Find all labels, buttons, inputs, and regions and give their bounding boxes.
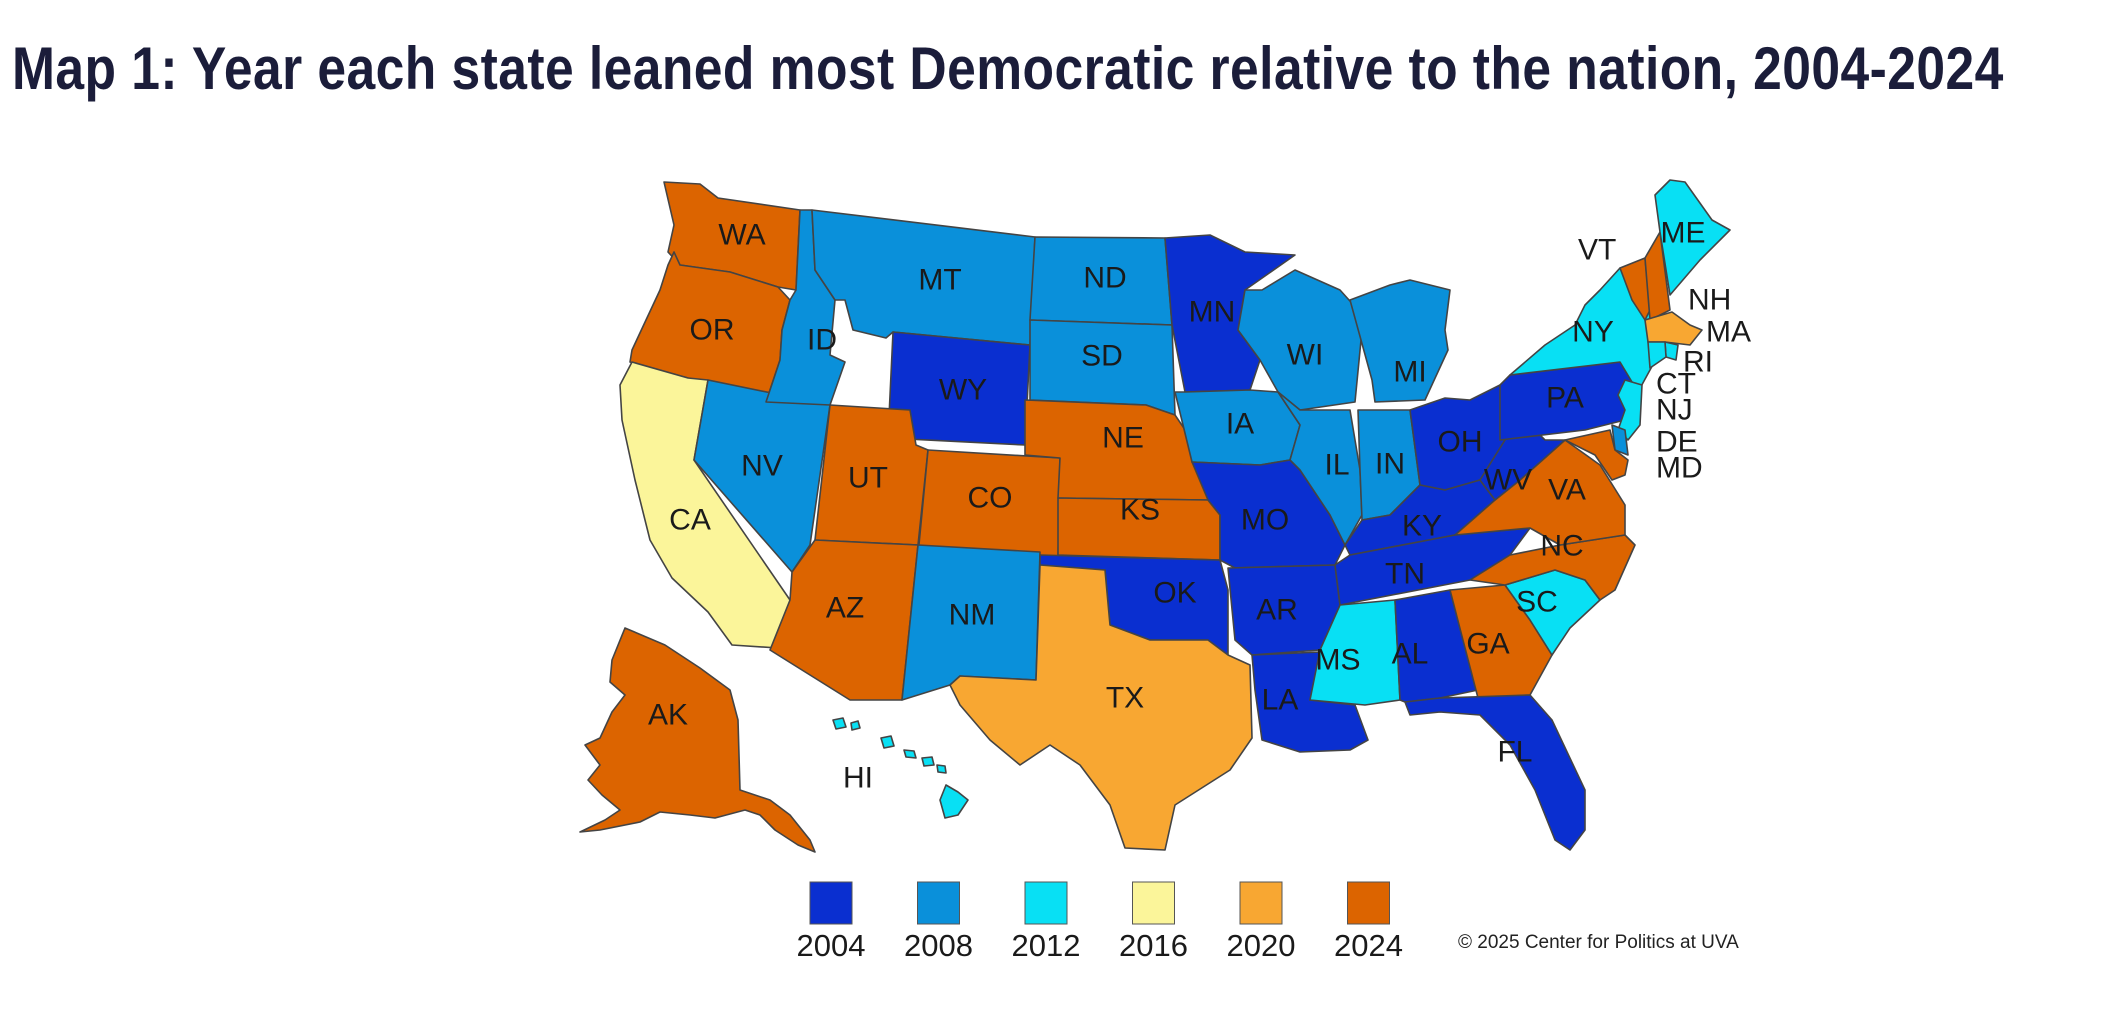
state-label-ne: NE bbox=[1102, 422, 1144, 455]
state-label-or: OR bbox=[690, 314, 735, 347]
state-md bbox=[1564, 429, 1629, 481]
state-label-mn: MN bbox=[1189, 296, 1236, 329]
state-hi bbox=[939, 784, 969, 819]
state-label-tn: TN bbox=[1385, 558, 1425, 591]
state-label-in: IN bbox=[1375, 448, 1405, 481]
state-label-fl: FL bbox=[1497, 736, 1532, 769]
state-hi bbox=[832, 717, 847, 730]
state-label-va: VA bbox=[1548, 474, 1586, 507]
legend-label-2016: 2016 bbox=[1119, 928, 1188, 963]
state-fl bbox=[1404, 694, 1586, 851]
state-tn bbox=[1334, 527, 1531, 606]
state-de bbox=[1611, 424, 1629, 456]
state-label-ar: AR bbox=[1256, 594, 1298, 627]
state-label-nm: NM bbox=[949, 599, 996, 632]
state-label-id: ID bbox=[807, 324, 837, 357]
state-label-al: AL bbox=[1392, 638, 1429, 671]
state-label-nh: NH bbox=[1688, 284, 1731, 317]
state-tx bbox=[949, 564, 1253, 851]
legend-label-2012: 2012 bbox=[1012, 928, 1081, 963]
state-nc bbox=[1469, 534, 1636, 601]
state-label-nd: ND bbox=[1083, 262, 1126, 295]
state-nh bbox=[1644, 231, 1671, 321]
state-label-wi: WI bbox=[1287, 339, 1324, 372]
state-ak bbox=[579, 627, 816, 853]
state-label-mi: MI bbox=[1393, 356, 1426, 389]
state-ct bbox=[1647, 341, 1667, 369]
state-label-ia: IA bbox=[1226, 408, 1254, 441]
state-label-hi: HI bbox=[843, 762, 873, 795]
state-label-ks: KS bbox=[1120, 494, 1160, 527]
state-ma bbox=[1644, 311, 1703, 346]
state-label-md: MD bbox=[1656, 452, 1703, 485]
state-me bbox=[1654, 179, 1731, 296]
legend-label-2004: 2004 bbox=[797, 928, 866, 963]
legend-swatch-2012 bbox=[1024, 881, 1068, 925]
state-label-tx: TX bbox=[1106, 682, 1144, 715]
state-label-az: AZ bbox=[826, 592, 864, 625]
state-label-ri: RI bbox=[1683, 346, 1713, 379]
state-hi bbox=[921, 756, 935, 767]
state-label-nj: NJ bbox=[1656, 394, 1693, 427]
state-label-nc: NC bbox=[1540, 530, 1583, 563]
state-label-ca: CA bbox=[669, 504, 711, 537]
state-label-nv: NV bbox=[741, 450, 783, 483]
state-label-pa: PA bbox=[1546, 382, 1584, 415]
legend-swatch-2020 bbox=[1239, 881, 1283, 925]
state-label-wy: WY bbox=[939, 374, 987, 407]
state-label-co: CO bbox=[968, 482, 1013, 515]
state-label-wv: WV bbox=[1484, 464, 1532, 497]
legend-swatch-2008 bbox=[917, 881, 960, 925]
state-ri bbox=[1664, 341, 1679, 361]
credit-text: © 2025 Center for Politics at UVA bbox=[1458, 932, 1739, 953]
state-label-ct: CT bbox=[1656, 368, 1696, 401]
state-label-ma: MA bbox=[1706, 316, 1751, 349]
state-label-mt: MT bbox=[918, 264, 961, 297]
state-label-la: LA bbox=[1262, 684, 1299, 717]
state-label-ut: UT bbox=[848, 462, 888, 495]
state-label-wa: WA bbox=[718, 219, 765, 252]
state-labels-layer: WA OR CA NV ID MT WY UT AZ CO NM ND SD NE KS OK TX MN IA MO… bbox=[648, 217, 1751, 795]
state-label-me: ME bbox=[1661, 217, 1706, 250]
state-label-sd: SD bbox=[1081, 340, 1123, 373]
states-layer bbox=[579, 179, 1731, 853]
legend-label-2008: 2008 bbox=[904, 928, 973, 963]
state-hi bbox=[880, 735, 895, 749]
legend-label-2020: 2020 bbox=[1227, 928, 1296, 963]
legend-label-2024: 2024 bbox=[1334, 928, 1403, 963]
state-label-oh: OH bbox=[1438, 426, 1483, 459]
state-mo bbox=[1191, 459, 1346, 569]
state-label-ny: NY bbox=[1572, 316, 1614, 349]
state-hi bbox=[850, 720, 861, 731]
state-wi bbox=[1237, 269, 1363, 411]
legend-swatch-2016 bbox=[1132, 881, 1175, 925]
state-hi bbox=[903, 749, 917, 759]
state-label-il: IL bbox=[1324, 449, 1349, 482]
state-hi bbox=[936, 764, 947, 774]
state-label-de: DE bbox=[1656, 426, 1698, 459]
state-mi bbox=[1349, 279, 1451, 403]
legend: 2004 2008 2012 2016 2020 2024 bbox=[797, 881, 1403, 963]
state-vt bbox=[1619, 257, 1651, 321]
state-label-vt: VT bbox=[1578, 234, 1616, 267]
state-label-ok: OK bbox=[1153, 577, 1196, 610]
page-title: Map 1: Year each state leaned most Democ… bbox=[12, 35, 2004, 102]
state-label-ga: GA bbox=[1466, 628, 1509, 661]
state-label-sc: SC bbox=[1516, 586, 1558, 619]
state-label-ky: KY bbox=[1402, 510, 1442, 543]
state-label-mo: MO bbox=[1241, 504, 1289, 537]
legend-swatch-2024 bbox=[1347, 881, 1390, 925]
state-label-ms: MS bbox=[1316, 644, 1361, 677]
state-label-ak: AK bbox=[648, 699, 688, 732]
legend-swatch-2004 bbox=[809, 881, 853, 925]
